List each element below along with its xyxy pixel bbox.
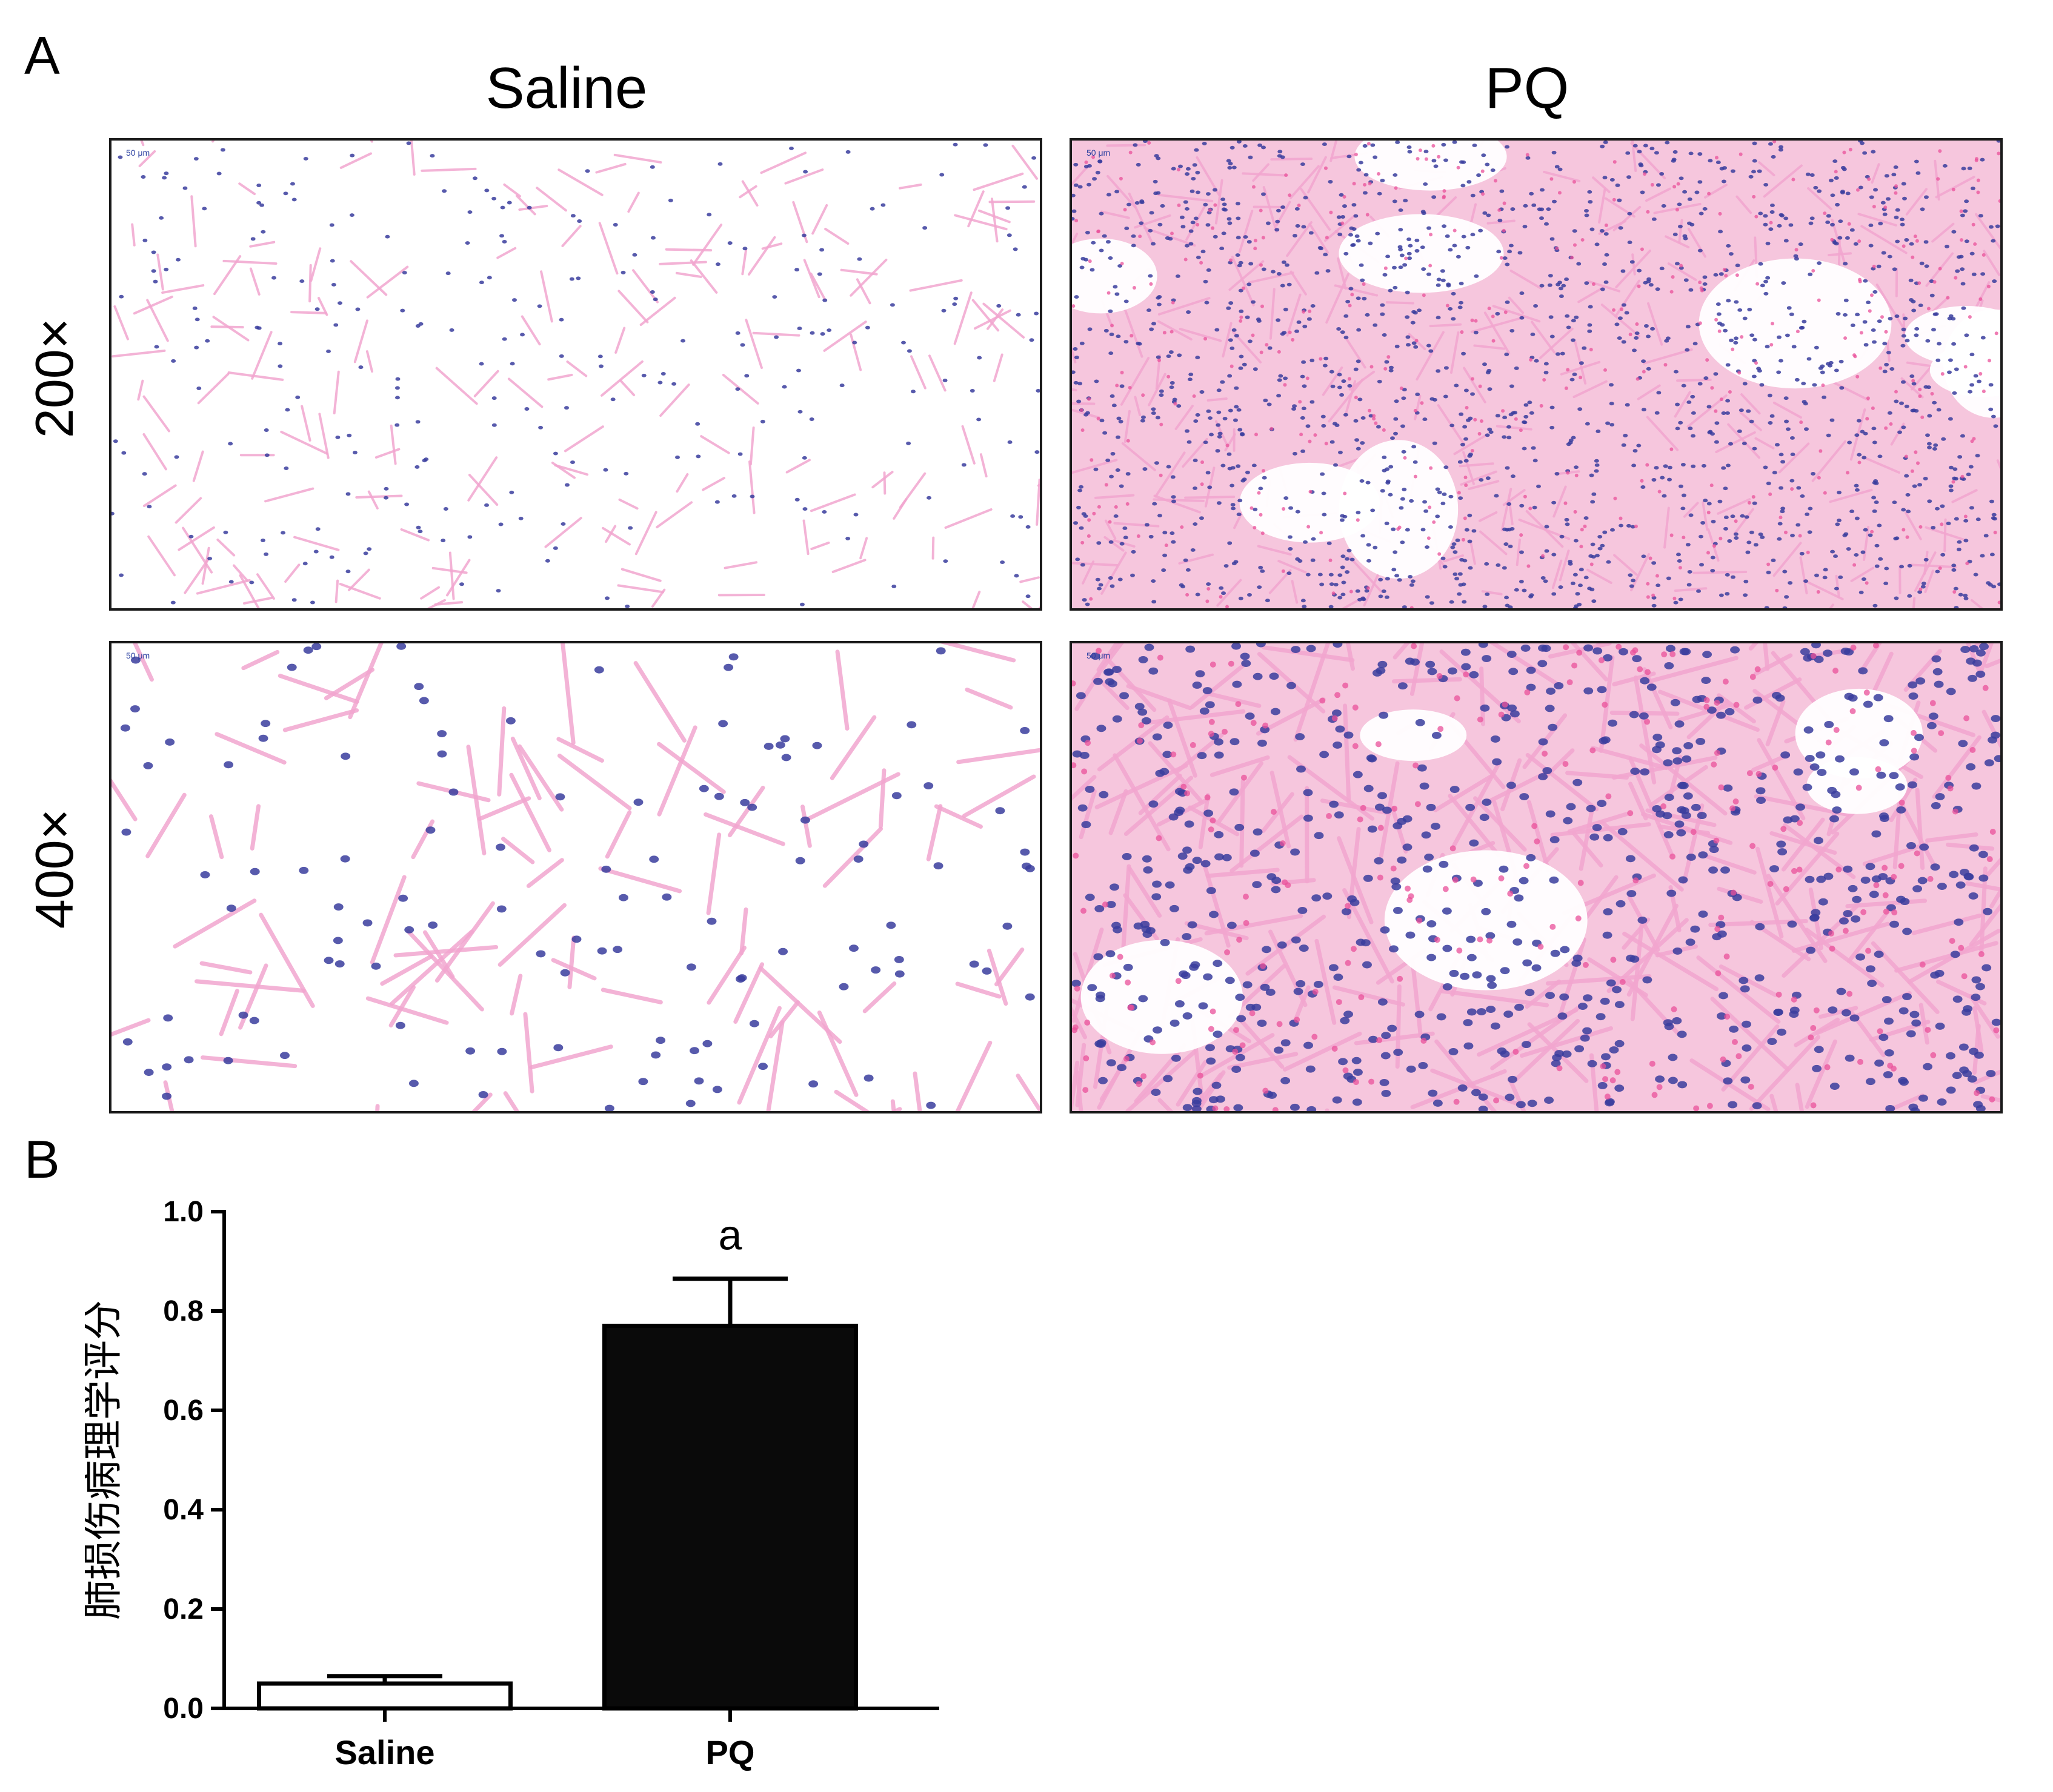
y-tick-label: 0.6 bbox=[163, 1395, 204, 1427]
saline-200x-micrograph: 50 μm bbox=[109, 138, 1042, 611]
column-title-saline: Saline bbox=[485, 56, 648, 121]
saline-400x-micrograph: 50 μm bbox=[109, 641, 1042, 1113]
pq-400x-micrograph: 50 μm bbox=[1070, 641, 2003, 1113]
y-tick-label: 0.4 bbox=[163, 1494, 204, 1526]
row-title-400x: 400× bbox=[24, 808, 84, 929]
x-tick-label: Saline bbox=[335, 1733, 435, 1771]
scale-bar-label: 50 μm bbox=[126, 651, 150, 660]
panel-a-letter: A bbox=[24, 25, 60, 85]
y-tick-label: 1.0 bbox=[163, 1196, 204, 1228]
y-tick-label: 0.8 bbox=[163, 1295, 204, 1327]
scale-bar-label: 50 μm bbox=[1086, 651, 1111, 660]
y-tick-label: 0.2 bbox=[163, 1593, 204, 1625]
significance-label: a bbox=[719, 1212, 742, 1259]
pq-200x-micrograph: 50 μm bbox=[1070, 138, 2003, 611]
bar-pq bbox=[602, 1324, 858, 1711]
column-title-pq: PQ bbox=[1485, 56, 1569, 121]
x-tick-label: PQ bbox=[706, 1733, 755, 1771]
scale-bar-label: 50 μm bbox=[1086, 148, 1111, 158]
y-axis-label: 肺损伤病理学评分 bbox=[85, 1300, 126, 1620]
y-tick-label: 0.0 bbox=[163, 1693, 204, 1725]
panel-b-letter: B bbox=[24, 1129, 60, 1189]
bar-saline bbox=[257, 1681, 513, 1711]
scale-bar-label: 50 μm bbox=[126, 148, 150, 158]
row-title-200x: 200× bbox=[24, 317, 84, 439]
bar-chart: 0.0 0.2 0.4 0.6 0.8 1.0 肺损伤病理学评分 Saline PQ a bbox=[85, 1196, 939, 1771]
